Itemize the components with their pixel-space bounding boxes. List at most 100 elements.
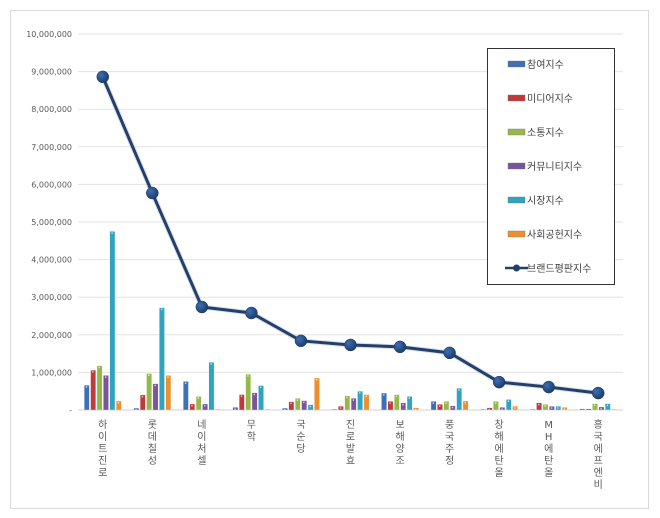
x-tick-char: 국 bbox=[445, 431, 454, 443]
x-tick-char: 칠 bbox=[148, 443, 157, 455]
bar-highlight bbox=[438, 405, 441, 407]
bar-highlight bbox=[296, 399, 299, 401]
bar-사회공헌지수 bbox=[611, 409, 617, 411]
bar-소통지수 bbox=[295, 398, 301, 411]
legend-label: 사회공헌지수 bbox=[527, 229, 582, 241]
bar-highlight bbox=[389, 402, 391, 404]
bar-highlight bbox=[197, 397, 200, 399]
line-marker bbox=[146, 186, 159, 200]
bar-사회공헌지수 bbox=[165, 375, 172, 411]
bar-소통지수 bbox=[443, 401, 450, 411]
bar-highlight bbox=[451, 406, 454, 409]
bar-highlight bbox=[581, 409, 583, 412]
bar-highlight bbox=[514, 407, 516, 409]
x-tick-char: 트 bbox=[98, 444, 107, 455]
bar-highlight bbox=[98, 366, 100, 369]
bar-highlight bbox=[501, 408, 503, 410]
bar-highlight bbox=[587, 409, 590, 412]
x-tick-char: 풍 bbox=[445, 419, 454, 431]
bar-highlight bbox=[458, 389, 460, 391]
bar-시장지수 bbox=[505, 399, 512, 411]
bar-사회공헌지수 bbox=[363, 394, 370, 411]
bar-커뮤니티지수 bbox=[251, 392, 258, 411]
x-tick-char: 하 bbox=[98, 418, 107, 431]
bar-highlight bbox=[290, 402, 292, 405]
line-marker bbox=[393, 340, 407, 354]
bar-시장지수 bbox=[357, 391, 363, 411]
legend-swatch bbox=[507, 94, 526, 102]
bar-소통지수 bbox=[542, 404, 549, 411]
x-tick-label: 국순당 bbox=[296, 419, 305, 455]
line-marker bbox=[542, 380, 555, 394]
x-tick-char: 정 bbox=[445, 455, 454, 467]
bar-미디어지수 bbox=[189, 403, 196, 411]
bar-highlight bbox=[160, 308, 163, 311]
bar-커뮤니티지수 bbox=[103, 375, 109, 411]
legend-swatch bbox=[507, 128, 526, 136]
bar-highlight bbox=[92, 371, 94, 373]
x-tick-char: 엔 bbox=[594, 467, 603, 479]
bar-highlight bbox=[85, 386, 88, 388]
bar-highlight bbox=[613, 410, 615, 412]
line-marker bbox=[294, 334, 308, 348]
y-tick-label: 3,000,000 bbox=[31, 293, 72, 302]
bar-시장지수 bbox=[109, 231, 116, 411]
bar-사회공헌지수 bbox=[264, 409, 271, 411]
bar-highlight bbox=[303, 401, 305, 404]
bar-참여지수 bbox=[331, 409, 338, 411]
x-tick-char: 조 bbox=[395, 456, 404, 467]
x-tick-char: 창 bbox=[495, 419, 504, 431]
x-tick-char: 진 bbox=[346, 419, 355, 431]
bar-highlight bbox=[600, 407, 602, 410]
x-tick-char: 성 bbox=[148, 455, 157, 467]
bar-소통지수 bbox=[245, 374, 251, 411]
bar-highlight bbox=[135, 409, 137, 411]
bar-highlight bbox=[359, 392, 361, 394]
bar-시장지수 bbox=[159, 307, 165, 411]
bar-highlight bbox=[346, 396, 348, 399]
bar-커뮤니티지수 bbox=[152, 383, 159, 411]
bar-highlight bbox=[538, 403, 540, 406]
bar-시장지수 bbox=[456, 388, 462, 411]
bar-highlight bbox=[111, 232, 113, 234]
legend-marker bbox=[513, 264, 520, 272]
x-tick-char: 양 bbox=[395, 443, 404, 455]
x-tick-char: 주 bbox=[445, 444, 454, 455]
x-axis: 하이트진로롯데칠성네이처셀무학국순당진로발효보해양조풍국주정창해에탄올MH에탄올… bbox=[98, 418, 603, 491]
y-tick-label: 8,000,000 bbox=[31, 105, 72, 114]
x-tick-char: 데 bbox=[148, 431, 157, 443]
bar-미디어지수 bbox=[387, 401, 394, 411]
x-tick-char: 올 bbox=[544, 467, 553, 479]
bar-참여지수 bbox=[84, 385, 90, 411]
bar-소통지수 bbox=[394, 394, 400, 411]
bar-커뮤니티지수 bbox=[301, 400, 307, 411]
bar-highlight bbox=[557, 407, 559, 409]
bar-미디어지수 bbox=[288, 401, 295, 411]
x-tick-char: 처 bbox=[197, 443, 206, 455]
bar-highlight bbox=[104, 376, 107, 378]
y-tick-label: 5,000,000 bbox=[31, 218, 72, 227]
y-tick-label: - bbox=[69, 406, 72, 415]
bar-highlight bbox=[184, 382, 187, 384]
legend-label: 커뮤니티지수 bbox=[527, 161, 582, 173]
bar-highlight bbox=[563, 408, 566, 410]
y-tick-label: 6,000,000 bbox=[31, 180, 72, 189]
x-tick-char: 순 bbox=[296, 431, 305, 443]
x-tick-char: 네 bbox=[197, 419, 206, 431]
y-tick-label: 7,000,000 bbox=[31, 143, 72, 152]
bar-참여지수 bbox=[579, 408, 585, 411]
bar-highlight bbox=[507, 400, 510, 402]
bar-사회공헌지수 bbox=[462, 400, 469, 411]
x-tick-char: 에 bbox=[594, 443, 603, 455]
bar-highlight bbox=[488, 408, 490, 411]
bar-미디어지수 bbox=[585, 408, 592, 411]
bar-highlight bbox=[266, 410, 268, 412]
legend-label: 참여지수 bbox=[527, 59, 564, 71]
x-tick-char: 무 bbox=[247, 420, 256, 431]
